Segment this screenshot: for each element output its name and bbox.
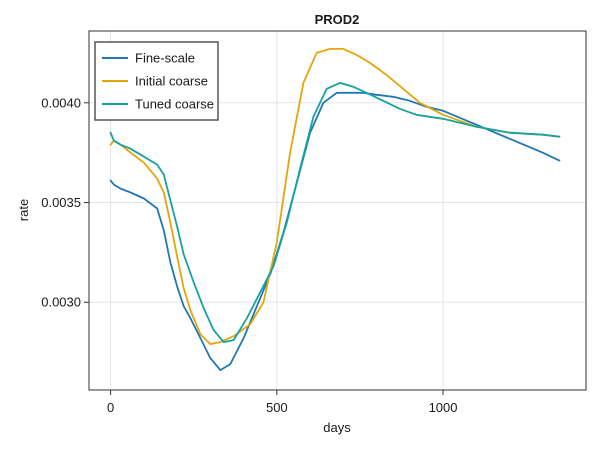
legend-label-3: Tuned coarse <box>135 97 214 112</box>
y-tick-label: 0.0040 <box>41 95 81 110</box>
series-line-1 <box>109 91 561 372</box>
series-layer <box>109 48 561 372</box>
series-line-2 <box>109 48 561 346</box>
legend-label-2: Initial coarse <box>135 74 208 89</box>
y-axis-label: rate <box>16 199 31 221</box>
y-tick-label: 0.0030 <box>41 295 81 310</box>
chart-title: PROD2 <box>315 12 360 27</box>
y-tick-label: 0.0035 <box>41 195 81 210</box>
x-axis-label: days <box>323 420 351 435</box>
x-tick-label: 0 <box>107 400 114 415</box>
legend: Fine-scale Initial coarse Tuned coarse <box>94 41 219 121</box>
x-tick-label: 500 <box>266 400 288 415</box>
tick-layer: 0 500 1000 0.0030 0.0035 0.0040 <box>41 95 457 415</box>
x-tick-label: 1000 <box>429 400 458 415</box>
series-line-3 <box>109 82 561 344</box>
plot-frame <box>88 30 587 391</box>
legend-label-1: Fine-scale <box>135 51 195 66</box>
